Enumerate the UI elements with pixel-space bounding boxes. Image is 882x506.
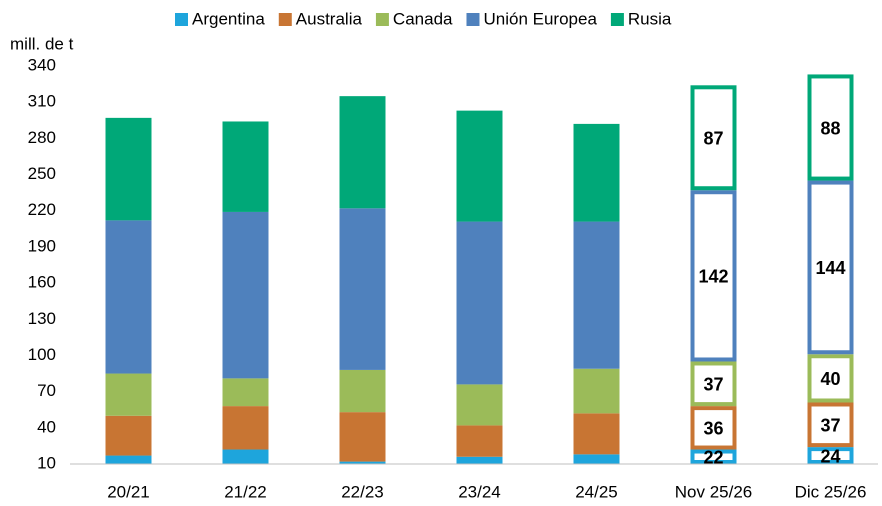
bar-segment [105,455,152,464]
bar-segment [456,456,503,464]
y-tick-label: 340 [28,55,56,74]
bar-segment [222,406,269,450]
x-tick-label: 21/22 [224,482,267,501]
bar-segment [105,415,152,456]
bar-segment [573,454,620,464]
legend-swatch [466,13,480,26]
value-label: 142 [698,267,728,287]
bar-segment [222,378,269,407]
bar-segment [105,117,152,221]
bar-segment [105,220,152,374]
value-label: 40 [820,369,840,389]
legend-label: Rusia [628,9,672,28]
bar-segment [339,96,386,209]
bar-segment [690,449,737,465]
value-label: 36 [703,419,723,439]
y-tick-label: 10 [37,453,56,472]
value-label: 22 [703,448,723,468]
bar-segment [222,121,269,212]
bar-segment [222,449,269,464]
y-tick-label: 190 [28,236,56,255]
y-tick-label: 160 [28,273,56,292]
bar-segment [456,425,503,457]
bar-segment [456,221,503,385]
y-tick-label: 250 [28,164,56,183]
bar-segment [807,402,854,448]
bar-segment [573,123,620,222]
bar-segment [339,412,386,462]
legend-label: Argentina [192,9,265,28]
bar-segment [339,208,386,370]
x-tick-label: 23/24 [458,482,501,501]
y-tick-label: 280 [28,128,56,147]
bar-segment [807,447,854,464]
legend-label: Australia [296,9,363,28]
legend-swatch [610,13,624,26]
x-tick-label: Dic 25/26 [795,482,867,501]
value-label: 87 [703,129,723,149]
y-tick-label: 310 [28,92,56,111]
value-label: 37 [820,416,840,436]
bar-segment [339,461,386,464]
value-label: 144 [815,258,845,278]
bar-segment [690,406,737,450]
x-tick-label: 24/25 [575,482,618,501]
bar-segment [690,85,737,191]
value-label: 24 [820,446,840,466]
bar-segment [807,74,854,181]
y-axis-label: mill. de t [10,34,74,53]
legend-swatch [375,13,389,26]
value-label: 88 [820,118,840,138]
bar-segment [573,413,620,455]
legend-label: Unión Europea [483,9,597,28]
legend-swatch [175,13,188,26]
y-tick-label: 40 [37,417,56,436]
y-tick-label: 70 [37,381,56,400]
value-label: 37 [703,375,723,395]
legend-label: Canada [393,9,453,28]
bar-segment [456,110,503,222]
bar-segment [105,373,152,416]
bar-segment [339,369,386,413]
x-tick-label: 22/23 [341,482,384,501]
bar-segment [807,354,854,403]
bar-segment [690,361,737,407]
x-tick-label: 20/21 [107,482,150,501]
y-tick-label: 100 [28,345,56,364]
bar-segment [690,190,737,362]
x-tick-label: Nov 25/26 [675,482,753,501]
bar-segment [573,221,620,369]
y-tick-label: 130 [28,309,56,328]
bar-segment [222,211,269,379]
bar-segment [807,180,854,355]
bar-segment [456,384,503,426]
y-tick-label: 220 [28,200,56,219]
legend-swatch [278,13,292,26]
bar-segment [573,368,620,414]
